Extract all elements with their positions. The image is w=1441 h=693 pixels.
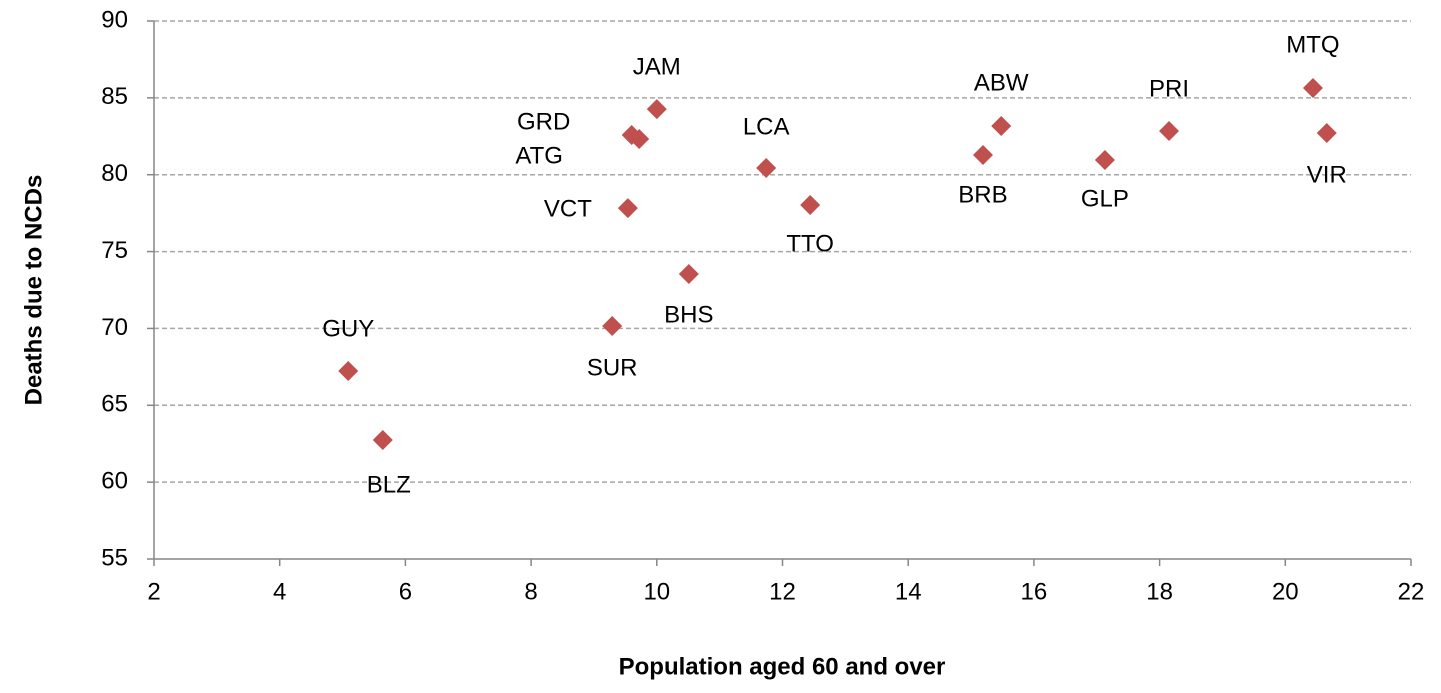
point — [1159, 121, 1180, 142]
point — [756, 157, 777, 178]
point-label: BRB — [958, 181, 1007, 208]
point-label: LCA — [743, 113, 790, 140]
x-tick-label: 10 — [643, 578, 670, 605]
point — [646, 99, 667, 120]
point-label: GRD — [517, 108, 570, 135]
point — [372, 430, 393, 451]
x-tick-label: 18 — [1146, 578, 1173, 605]
y-tick-label: 65 — [101, 391, 128, 418]
point — [621, 125, 642, 146]
x-tick-label: 8 — [524, 578, 537, 605]
x-tick-label: 12 — [769, 578, 796, 605]
point-label: TTO — [786, 230, 834, 257]
x-tick-label: 14 — [895, 578, 922, 605]
point — [617, 198, 638, 219]
x-tick-label: 20 — [1272, 578, 1299, 605]
point — [972, 145, 993, 166]
x-tick-label: 16 — [1021, 578, 1048, 605]
x-tick-label: 4 — [273, 578, 286, 605]
x-tick-label: 2 — [147, 578, 160, 605]
point-label: ABW — [974, 69, 1029, 96]
point-label: ATG — [515, 142, 563, 169]
point — [338, 361, 359, 382]
point — [1302, 78, 1323, 99]
point-label: BLZ — [367, 471, 411, 498]
point-label: JAM — [633, 53, 681, 80]
point-label: PRI — [1149, 75, 1189, 102]
point-label: BHS — [664, 301, 713, 328]
point — [991, 115, 1012, 136]
point — [1094, 149, 1115, 170]
point-label: VIR — [1307, 161, 1347, 188]
y-tick-label: 75 — [101, 237, 128, 264]
point-label: GLP — [1081, 185, 1129, 212]
point-label: VCT — [544, 195, 592, 222]
point-label: MTQ — [1286, 31, 1339, 58]
x-tick-label: 22 — [1398, 578, 1425, 605]
y-tick-label: 90 — [101, 6, 128, 33]
y-axis-title: Deaths due to NCDs — [20, 175, 47, 406]
point-label: SUR — [587, 354, 638, 381]
y-tick-label: 85 — [101, 83, 128, 110]
point — [1316, 123, 1337, 144]
y-tick-label: 80 — [101, 160, 128, 187]
x-axis-title: Population aged 60 and over — [619, 653, 946, 680]
y-tick-label: 70 — [101, 314, 128, 341]
y-tick-label: 60 — [101, 467, 128, 494]
y-tick-label: 55 — [101, 544, 128, 571]
x-tick-label: 6 — [399, 578, 412, 605]
point — [800, 194, 821, 215]
point — [678, 264, 699, 285]
point — [602, 315, 623, 336]
point-label: GUY — [322, 315, 374, 342]
